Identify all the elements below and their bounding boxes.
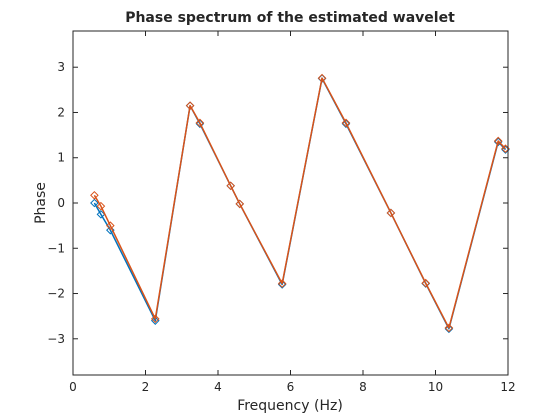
x-tick-label: 12 [500,380,515,394]
series-1-point [96,210,106,219]
y-axis-label: Phase [33,182,49,224]
series-2-point [90,190,99,200]
series-2 [90,73,510,333]
series-2-point [226,181,235,191]
series-2-point [386,208,396,218]
series-2-point [444,323,454,333]
series-2-point [106,221,115,230]
series-1-point [444,324,454,334]
x-tick-label: 0 [69,380,77,394]
y-tick-label: −3 [47,332,65,346]
series-2-point [235,199,245,209]
series-2-point [185,101,195,110]
series-1-point [90,198,99,208]
x-axis-label: Frequency (Hz) [237,398,343,414]
x-tick-label: 4 [214,380,222,394]
series-2-point [317,73,327,83]
series-2-point [195,118,205,128]
series-2-point [96,201,106,211]
series-1-point [341,119,351,129]
series-2-point [341,118,351,128]
y-tick-label: 3 [57,60,65,74]
y-tick-label: 2 [57,105,65,119]
x-tick-label: 2 [142,380,150,394]
y-tick-label: −2 [47,287,65,301]
y-tick-label: 1 [57,151,65,165]
series-1-point [493,137,503,147]
plot-area [73,31,508,375]
y-tick-label: −1 [47,241,65,255]
series-2-point [421,278,431,288]
series-2-line [93,77,507,329]
series-2-point [150,314,160,324]
series-1-point [195,119,205,129]
y-tick-label: 0 [57,196,65,210]
series-layer [90,73,510,334]
x-tick-label: 10 [428,380,443,394]
series-2-point [493,136,503,146]
x-tick-label: 6 [287,380,295,394]
series-2-point [277,279,287,288]
chart-title: Phase spectrum of the estimated wavelet [125,10,455,26]
series-1-point [277,280,287,289]
x-tick-label: 8 [359,380,367,394]
